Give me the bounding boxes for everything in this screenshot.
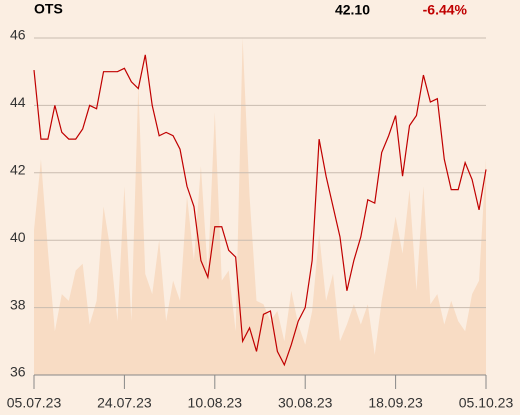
volume-area — [34, 38, 486, 375]
y-tick-label: 46 — [10, 27, 26, 43]
x-tick-label: 10.08.23 — [188, 395, 243, 411]
x-tick-label: 30.08.23 — [278, 395, 333, 411]
chart-title: OTS — [34, 1, 63, 17]
x-tick-label: 05.10.23 — [459, 395, 514, 411]
y-tick-label: 42 — [10, 162, 26, 178]
price-line — [33, 54, 487, 367]
x-tick-label: 24.07.23 — [97, 395, 152, 411]
y-tick-label: 38 — [10, 296, 26, 312]
y-tick-label: 40 — [10, 229, 26, 245]
y-tick-label: 36 — [10, 364, 26, 380]
x-tick-label: 18.09.23 — [368, 395, 423, 411]
price-change: -6.44% — [423, 2, 468, 18]
x-tick-label: 05.07.23 — [7, 395, 62, 411]
y-tick-label: 44 — [10, 94, 26, 110]
last-price: 42.10 — [335, 2, 370, 18]
